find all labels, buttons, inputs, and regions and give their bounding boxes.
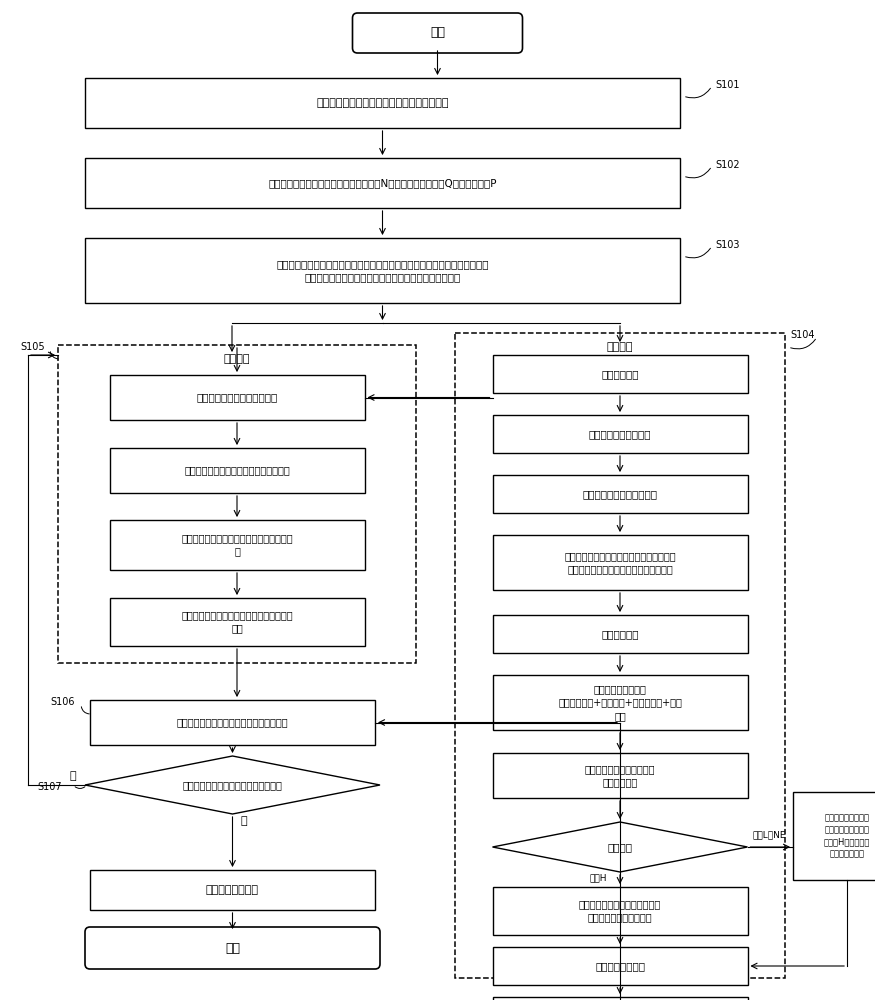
Text: 否: 否 (70, 771, 77, 781)
FancyBboxPatch shape (109, 598, 365, 646)
FancyBboxPatch shape (85, 238, 680, 303)
Text: 开始: 开始 (430, 26, 445, 39)
Text: S103: S103 (715, 240, 739, 250)
Text: 粒子群算法变异：产生新的电源规划方案: 粒子群算法变异：产生新的电源规划方案 (184, 466, 290, 476)
Text: 评级L或NE: 评级L或NE (752, 830, 786, 839)
Text: S101: S101 (715, 80, 739, 90)
FancyBboxPatch shape (109, 375, 365, 420)
Text: 全局最优费用前后迭代差值小于阈值？: 全局最优费用前后迭代差值小于阈值？ (183, 780, 283, 790)
Text: S102: S102 (715, 160, 739, 170)
FancyBboxPatch shape (493, 675, 747, 730)
Text: 输入机组数据、负荷相关数据和价格信息数据: 输入机组数据、负荷相关数据和价格信息数据 (316, 98, 449, 108)
FancyBboxPatch shape (493, 887, 747, 935)
FancyBboxPatch shape (90, 700, 375, 745)
Text: 结束: 结束 (225, 942, 240, 954)
Text: 是: 是 (241, 816, 247, 826)
FancyBboxPatch shape (493, 753, 747, 798)
Text: 配置储能的风电场、太阳能电站发电能力、
调峰能力、允许弃能空间、本地负荷分析: 配置储能的风电场、太阳能电站发电能力、 调峰能力、允许弃能空间、本地负荷分析 (564, 551, 676, 574)
FancyBboxPatch shape (493, 615, 747, 653)
FancyBboxPatch shape (493, 947, 747, 985)
FancyBboxPatch shape (493, 535, 747, 590)
FancyBboxPatch shape (85, 78, 680, 128)
FancyBboxPatch shape (85, 927, 380, 969)
Text: 信仰空间: 信仰空间 (224, 354, 250, 364)
Text: 随机生产模拟: 随机生产模拟 (601, 629, 639, 639)
Text: 评级函数: 评级函数 (607, 842, 633, 852)
Text: 轮盘赌更新形势知识：选出优秀电源规划方
案: 轮盘赌更新形势知识：选出优秀电源规划方 案 (181, 533, 293, 557)
FancyBboxPatch shape (493, 997, 747, 1000)
Text: 初始化信仰空间：设定约束条件构成可行域（标准知识）、储存较优规划方案
（形势知识）、划分规划区域并评价子空间（地形知识）: 初始化信仰空间：设定约束条件构成可行域（标准知识）、储存较优规划方案 （形势知识… (276, 259, 489, 282)
Text: 抽蓄机组价格影响策略分析: 抽蓄机组价格影响策略分析 (583, 489, 657, 499)
Text: S105: S105 (20, 342, 45, 352)
FancyBboxPatch shape (493, 415, 747, 453)
Text: 输出最优规划方案: 输出最优规划方案 (206, 885, 259, 895)
Text: 评比种群空间和信仰空间全局最优规划方案: 评比种群空间和信仰空间全局最优规划方案 (177, 718, 289, 728)
Polygon shape (85, 756, 380, 814)
FancyBboxPatch shape (455, 333, 785, 978)
Text: 评价方案目标函数：
电源投资成本+燃料成本+碳排放成本+弃能
成本: 评价方案目标函数： 电源投资成本+燃料成本+碳排放成本+弃能 成本 (558, 684, 682, 721)
Text: 更新信仰空间最优规划方案和全局最优规划
方案: 更新信仰空间最优规划方案和全局最优规划 方案 (181, 610, 293, 634)
FancyBboxPatch shape (353, 13, 522, 53)
Text: 边界随机处理策略: 边界随机处理策略 (595, 961, 645, 971)
Text: S104: S104 (790, 330, 815, 340)
Text: 初始化种群空间：设置电源规划方案数量N、方案待选电源数量Q、方案淘汰率P: 初始化种群空间：设置电源规划方案数量N、方案待选电源数量Q、方案淘汰率P (269, 178, 497, 188)
FancyBboxPatch shape (109, 520, 365, 570)
FancyBboxPatch shape (109, 448, 365, 493)
Text: S106: S106 (50, 697, 74, 707)
FancyBboxPatch shape (85, 158, 680, 208)
Text: 火电机组检修: 火电机组检修 (601, 369, 639, 379)
Text: 接受操作：淘汰劣质规划方案: 接受操作：淘汰劣质规划方案 (196, 392, 277, 402)
Text: 水电调节性能时空分析: 水电调节性能时空分析 (589, 429, 651, 439)
Text: 父代规划方案产生高斯扰动因子
并变异产生子代规划方案: 父代规划方案产生高斯扰动因子 并变异产生子代规划方案 (579, 899, 662, 923)
Text: 种群空间: 种群空间 (606, 342, 634, 352)
FancyBboxPatch shape (493, 475, 747, 513)
Text: S107: S107 (37, 782, 61, 792)
FancyBboxPatch shape (90, 870, 375, 910)
Polygon shape (493, 822, 747, 872)
FancyBboxPatch shape (58, 345, 416, 663)
Text: 评级H: 评级H (590, 873, 607, 882)
Text: 余弦递减函数更新惯性权重
学习因子调整: 余弦递减函数更新惯性权重 学习因子调整 (584, 764, 655, 787)
FancyBboxPatch shape (493, 355, 747, 393)
Text: 临近父代规划方案产
生高斯扰动因子、临
近评级H父代变异产
生子代规划方案: 临近父代规划方案产 生高斯扰动因子、临 近评级H父代变异产 生子代规划方案 (824, 814, 870, 858)
FancyBboxPatch shape (793, 792, 875, 880)
